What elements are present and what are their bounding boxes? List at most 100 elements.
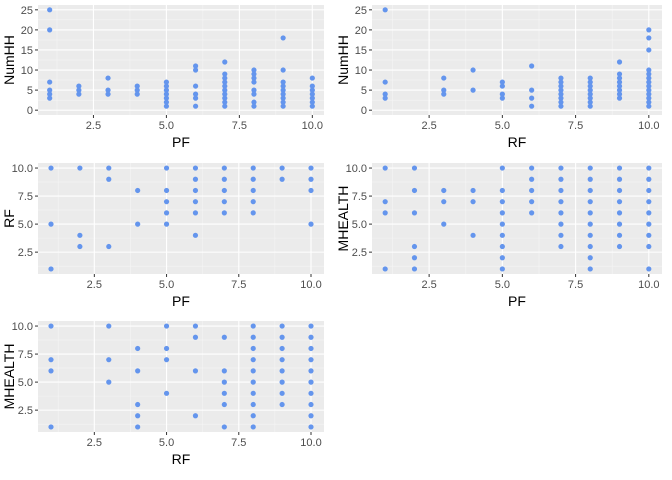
data-point <box>106 243 112 250</box>
data-point <box>308 357 314 363</box>
data-point <box>587 221 593 227</box>
data-point <box>646 71 652 77</box>
data-point <box>279 390 285 396</box>
data-point <box>105 91 111 97</box>
data-point <box>135 221 141 227</box>
data-point <box>48 424 54 430</box>
data-point <box>222 95 228 101</box>
x-tick-label: 7.5 <box>232 120 247 132</box>
data-point <box>558 95 564 101</box>
data-point <box>411 243 418 250</box>
data-point <box>192 91 199 97</box>
y-tick-label: 15 <box>21 45 33 57</box>
data-point <box>250 176 256 182</box>
data-point <box>192 334 199 340</box>
data-point <box>646 243 652 250</box>
data-point <box>135 187 141 194</box>
data-point <box>558 83 564 89</box>
data-point <box>441 187 447 194</box>
scatter-panel-5: 2.5 5.0 7.5 10.0 2.5 5.0 7.5 10.0 RF MHEALTH <box>1 321 324 467</box>
data-point <box>221 390 227 396</box>
data-point <box>280 35 286 41</box>
y-tick-label: 15 <box>355 45 367 57</box>
y-tick-label: 2.5 <box>18 405 33 417</box>
data-point <box>163 99 170 105</box>
data-point <box>616 243 623 250</box>
data-point <box>470 87 476 93</box>
data-point <box>558 232 564 238</box>
data-point <box>222 79 228 85</box>
x-tick-label: 5.0 <box>159 120 174 132</box>
x-axis-title: RF <box>172 451 191 467</box>
data-point <box>251 103 257 109</box>
data-point <box>616 187 623 194</box>
data-point <box>222 103 228 109</box>
data-point <box>616 199 623 205</box>
data-point <box>222 91 228 97</box>
data-point <box>163 345 170 352</box>
data-point <box>308 424 314 430</box>
data-point <box>309 75 315 81</box>
data-point <box>558 176 564 182</box>
data-point <box>134 83 140 89</box>
data-point <box>558 75 564 81</box>
data-point <box>587 83 593 89</box>
data-point <box>192 63 199 69</box>
data-point <box>222 71 228 77</box>
data-point <box>646 210 652 216</box>
data-point <box>308 187 314 194</box>
data-point <box>163 390 170 396</box>
data-point <box>646 83 652 89</box>
data-point <box>646 91 652 97</box>
data-point <box>163 95 170 101</box>
y-tick-label: 20 <box>355 25 367 37</box>
data-point <box>646 75 652 81</box>
x-tick-label: 7.5 <box>568 120 583 132</box>
data-point <box>587 99 593 105</box>
data-point <box>77 232 83 238</box>
scatter-panel-1: 2.5 5.0 7.5 10.0 0 5 10 15 20 25 PF NumHH <box>1 5 324 150</box>
data-point <box>192 83 199 89</box>
data-point <box>616 165 623 171</box>
data-point <box>192 95 199 101</box>
data-point <box>135 424 141 430</box>
data-point <box>529 63 535 69</box>
data-point <box>279 379 285 385</box>
data-point <box>280 67 286 73</box>
data-point <box>134 91 140 97</box>
y-tick-label: 5.0 <box>352 219 367 231</box>
data-point <box>382 79 388 85</box>
data-point <box>499 255 505 261</box>
data-point <box>251 99 257 105</box>
data-point <box>411 266 418 272</box>
data-point <box>250 401 256 408</box>
data-point <box>587 165 593 171</box>
data-point <box>646 87 652 93</box>
data-point <box>309 99 315 105</box>
data-point <box>251 87 257 93</box>
data-point <box>280 87 286 93</box>
y-tick-label: 7.5 <box>18 191 33 203</box>
data-point <box>221 334 227 340</box>
data-point <box>279 357 285 363</box>
data-point <box>558 187 564 194</box>
data-point <box>616 95 623 101</box>
data-point <box>646 99 652 105</box>
data-point <box>250 187 256 194</box>
data-point <box>646 176 652 182</box>
data-point <box>646 266 652 272</box>
y-tick-label: 25 <box>21 5 33 17</box>
data-point <box>529 187 535 194</box>
data-point <box>250 165 256 171</box>
data-point <box>280 91 286 97</box>
data-point <box>309 91 315 97</box>
data-point <box>616 87 623 93</box>
data-point <box>163 210 170 216</box>
data-point <box>382 91 388 97</box>
y-axis-title: NumHH <box>1 35 17 85</box>
data-point <box>221 165 227 171</box>
data-point <box>106 165 112 171</box>
data-point <box>135 368 141 374</box>
data-point <box>616 221 623 227</box>
data-point <box>250 413 256 419</box>
